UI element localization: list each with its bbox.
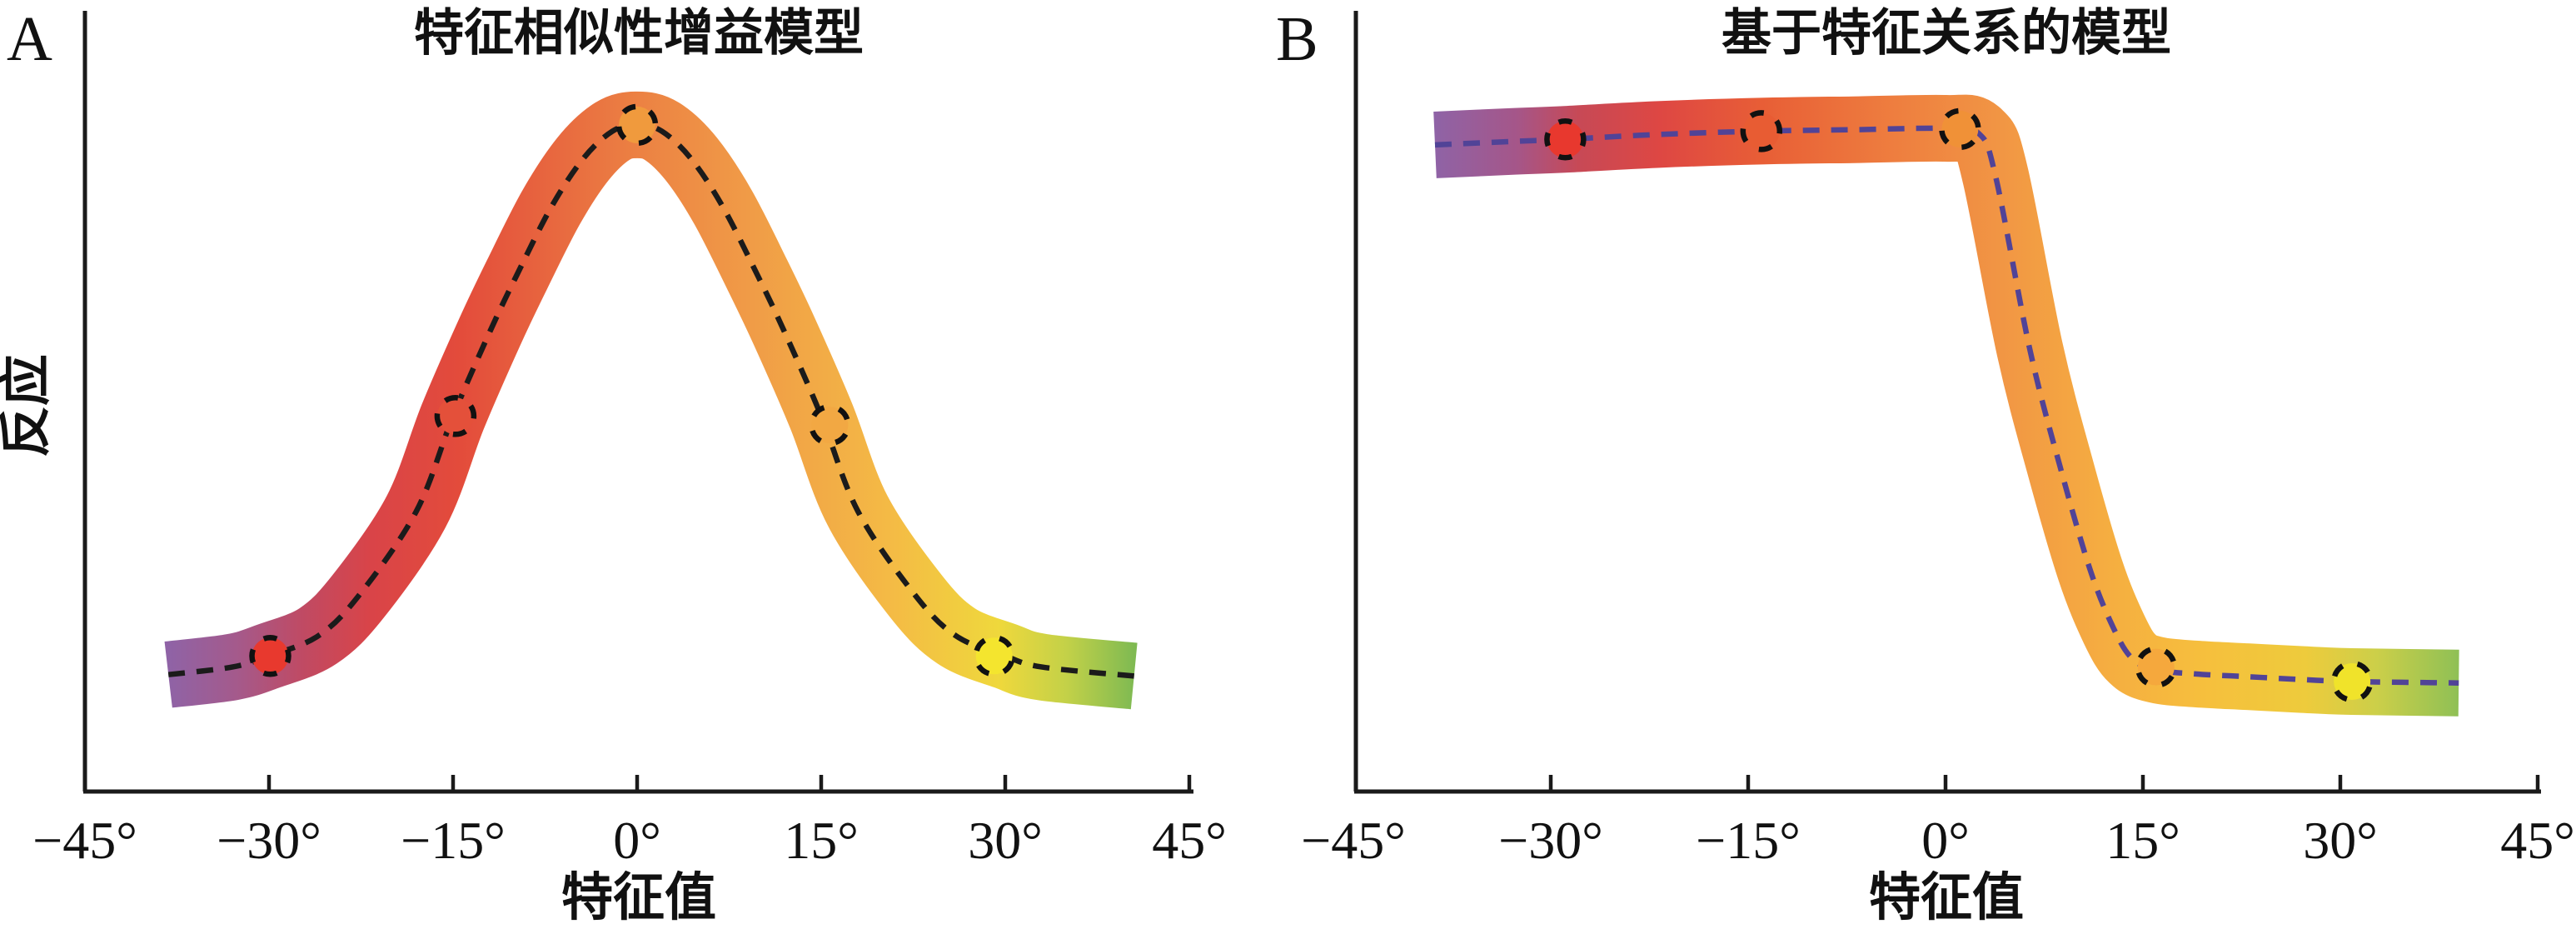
panel-a-letter: A <box>7 4 52 74</box>
panel-a: A 特征相似性增益模型 反应 特征值 −45° −30° −15° 0° 15° 30° 4… <box>0 4 1227 927</box>
x-tick-label: −45° <box>1301 811 1406 870</box>
x-tick-label: 15° <box>2105 811 2180 870</box>
x-tick-label: 30° <box>968 811 1043 870</box>
data-point-marker <box>2135 646 2178 688</box>
data-point-marker <box>973 635 1015 677</box>
x-tick-label: −30° <box>1498 811 1603 870</box>
x-tick-label: 30° <box>2303 811 2378 870</box>
x-tick-label: 45° <box>2500 811 2575 870</box>
data-point-marker <box>249 635 291 677</box>
panel-a-plot: −45° −30° −15° 0° 15° 30° 45° <box>32 91 1227 870</box>
tuning-curve-band <box>1433 94 2459 717</box>
panel-b-letter: B <box>1276 4 1318 74</box>
panel-a-y-axis-label: 反应 <box>0 354 55 457</box>
data-point-marker <box>434 395 477 437</box>
x-tick-label: 45° <box>1152 811 1227 870</box>
panel-a-x-axis-label: 特征值 <box>561 869 716 927</box>
x-tick-label: 0° <box>613 811 661 870</box>
data-point-marker <box>1544 118 1587 161</box>
data-point-marker <box>615 103 659 147</box>
x-tick-label: −15° <box>1696 811 1801 870</box>
x-tick-label: −30° <box>217 811 321 870</box>
data-point-marker <box>1939 107 1981 151</box>
panel-b-x-axis-label: 特征值 <box>1869 869 2024 927</box>
data-point-marker <box>809 403 851 447</box>
panel-b: B 基于特征关系的模型 特征值 −45° −30° −15° 0° 15° 30° 45° <box>1276 4 2575 927</box>
data-point-marker <box>2330 660 2374 703</box>
panel-b-plot: −45° −30° −15° 0° 15° 30° 45° <box>1301 94 2575 870</box>
tuning-curve-band <box>164 91 1138 710</box>
panel-b-title: 基于特征关系的模型 <box>1721 6 2171 61</box>
x-tick-label: 0° <box>1921 811 1970 870</box>
x-tick-label: 15° <box>784 811 859 870</box>
tuning-curve-dashed-midline <box>1434 125 2459 686</box>
tuning-curve-dashed-midline <box>167 122 1135 679</box>
panel-a-title: 特征相似性增益模型 <box>414 6 864 61</box>
data-point-marker <box>1740 110 1783 152</box>
x-tick-label: −15° <box>401 811 506 870</box>
x-tick-label: −45° <box>32 811 137 870</box>
